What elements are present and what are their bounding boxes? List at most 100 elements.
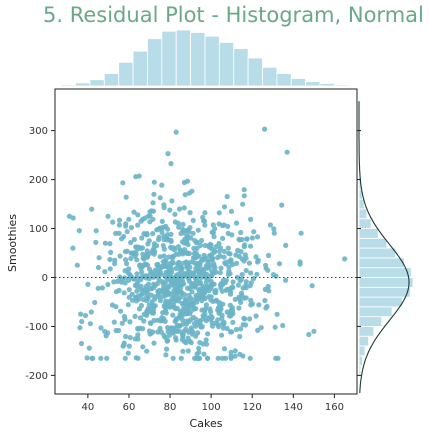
scatter-point [175, 244, 181, 250]
scatter-point [176, 259, 182, 265]
scatter-point [177, 267, 183, 273]
top-hist-bar [262, 66, 278, 87]
scatter-point [258, 325, 264, 331]
scatter-point [110, 219, 116, 225]
scatter-point [169, 198, 175, 204]
scatter-point [187, 269, 194, 275]
scatter-point [244, 236, 250, 242]
scatter-point [191, 297, 197, 304]
scatter-point [250, 276, 257, 282]
scatter-point [151, 272, 157, 278]
top-hist-bar [161, 30, 177, 87]
scatter-point [70, 245, 76, 251]
scatter-point [205, 331, 211, 337]
scatter-point [84, 355, 90, 361]
scatter-point [217, 270, 223, 276]
scatter-point [93, 228, 99, 234]
scatter-point [179, 317, 186, 323]
scatter-point [172, 211, 178, 217]
scatter-point [175, 296, 181, 302]
scatter-point [249, 235, 255, 241]
scatter-point [186, 318, 192, 324]
scatter-point [262, 126, 268, 132]
scatter-point [311, 328, 317, 334]
scatter-point [201, 266, 207, 272]
scatter-point [74, 262, 80, 268]
scatter-point [113, 289, 119, 295]
x-tick-label: 100 [202, 402, 221, 413]
scatter-point [203, 302, 209, 308]
scatter-point [163, 352, 169, 358]
scatter-point [144, 252, 150, 259]
scatter-point [121, 313, 127, 320]
scatter-point [220, 325, 226, 331]
scatter-point [129, 291, 135, 297]
scatter-point [262, 297, 268, 304]
chart-title: 5. Residual Plot - Histogram, Normal [43, 3, 424, 27]
normal-fit-curve [358, 101, 410, 394]
scatter-point [248, 270, 254, 276]
scatter-point [241, 258, 247, 264]
scatter-point [230, 319, 236, 325]
scatter-point [242, 316, 248, 322]
scatter-point [211, 234, 217, 240]
scatter-point [215, 355, 221, 361]
scatter-point [213, 243, 219, 250]
scatter-point [86, 345, 92, 351]
scatter-point [180, 221, 186, 227]
scatter-point [241, 193, 247, 199]
scatter-point [232, 348, 238, 354]
scatter-point [98, 325, 104, 331]
scatter-point [223, 277, 229, 283]
scatter-point [107, 241, 113, 247]
scatter-point [149, 208, 155, 214]
scatter-point [155, 329, 161, 335]
scatter-point [267, 222, 273, 228]
scatter-point [151, 340, 157, 346]
scatter-point [233, 260, 240, 266]
right-hist-bar [358, 326, 375, 337]
scatter-point [254, 234, 261, 240]
scatter-point [184, 250, 190, 256]
scatter-point [220, 301, 226, 307]
scatter-point [173, 316, 180, 322]
scatter-point [161, 246, 167, 252]
scatter-point [306, 331, 312, 338]
scatter-point [193, 253, 199, 259]
scatter-point [159, 264, 165, 270]
right-hist-bar [358, 365, 362, 376]
scatter-point [120, 180, 126, 186]
scatter-point [197, 355, 203, 361]
scatter-point [241, 187, 247, 193]
scatter-point [105, 281, 111, 288]
scatter-point [176, 251, 182, 257]
scatter-point [225, 245, 231, 251]
scatter-point [147, 320, 153, 326]
scatter-point [236, 237, 243, 243]
scatter-point [151, 247, 157, 253]
scatter-point [82, 312, 89, 319]
scatter-point [181, 205, 187, 211]
scatter-point [228, 349, 234, 355]
scatter-point [217, 245, 224, 251]
top-hist-bar [54, 84, 62, 87]
scatter-point [199, 287, 205, 293]
y-axis-label: Smoothies [6, 214, 19, 272]
scatter-point [228, 355, 234, 361]
top-hist-bar [305, 81, 321, 87]
scatter-point [224, 193, 230, 200]
scatter-point [240, 285, 246, 291]
scatter-point [185, 335, 191, 341]
scatter-point [227, 285, 234, 291]
scatter-point [140, 255, 146, 261]
top-hist-bar [190, 32, 206, 87]
right-hist-bar [358, 355, 363, 367]
scatter-point [126, 343, 132, 349]
scatter-point [180, 348, 186, 354]
top-hist-bar [233, 48, 249, 87]
scatter-point [135, 325, 141, 332]
scatter-point [226, 250, 232, 256]
scatter-point [163, 308, 169, 314]
scatter-point [199, 291, 205, 298]
scatter-point [247, 355, 253, 361]
